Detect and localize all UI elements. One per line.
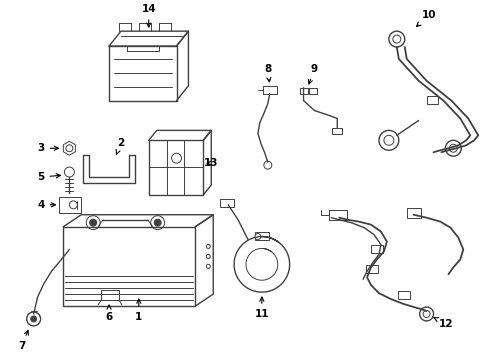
Bar [310,88,318,94]
Circle shape [206,244,210,248]
Circle shape [379,130,399,150]
Bar [101,290,119,300]
Circle shape [154,219,161,226]
Circle shape [264,161,272,169]
Circle shape [423,310,430,318]
Text: 10: 10 [416,10,436,26]
Circle shape [449,144,457,152]
Text: 11: 11 [255,297,269,319]
Text: 14: 14 [142,4,156,27]
Circle shape [26,312,41,326]
Circle shape [419,307,434,321]
Bar [366,265,378,273]
Text: 8: 8 [264,64,271,82]
Bar [299,88,308,94]
Circle shape [393,35,401,43]
Bar [263,86,277,94]
Text: 4: 4 [37,200,55,210]
Bar [329,210,347,220]
Bar [220,199,234,207]
Circle shape [66,145,73,152]
Circle shape [90,219,97,226]
Circle shape [151,216,165,230]
Polygon shape [63,141,75,155]
Circle shape [172,153,181,163]
Text: 5: 5 [37,172,60,182]
Circle shape [206,255,210,258]
Circle shape [86,216,100,230]
Bar [398,291,410,299]
Circle shape [389,31,405,47]
Circle shape [70,201,77,209]
Bar [59,197,81,213]
Circle shape [255,234,261,239]
Bar [255,231,269,239]
Text: 7: 7 [18,330,28,351]
Circle shape [31,316,37,322]
Text: 12: 12 [434,318,454,329]
Bar [371,246,383,253]
Text: 9: 9 [308,64,318,84]
Circle shape [64,167,74,177]
Circle shape [206,264,210,268]
Text: 6: 6 [105,305,113,322]
Text: 13: 13 [204,158,218,168]
Bar [407,208,420,218]
Text: 3: 3 [37,143,58,153]
Circle shape [384,135,394,145]
Circle shape [445,140,461,156]
Text: 2: 2 [116,138,124,154]
Text: 1: 1 [135,299,143,322]
Bar [332,129,342,134]
Bar [427,96,439,104]
